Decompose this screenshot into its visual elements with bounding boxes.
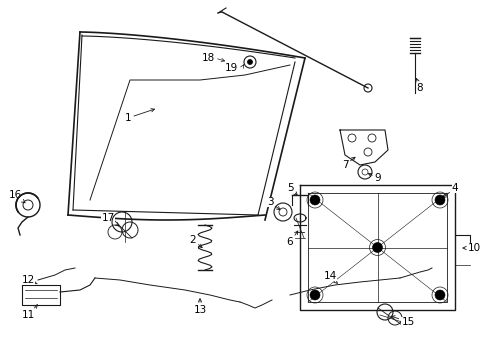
Text: 16: 16 [8,190,25,203]
Text: 6: 6 [287,231,298,247]
Text: 19: 19 [225,63,238,73]
Text: 2: 2 [190,235,202,248]
Text: 9: 9 [368,173,381,183]
Text: 8: 8 [416,78,423,93]
Polygon shape [340,130,388,165]
Text: 12: 12 [22,275,37,285]
Text: 1: 1 [124,109,154,123]
Circle shape [310,290,320,300]
Text: 17: 17 [101,213,119,226]
Circle shape [247,59,252,64]
Text: 14: 14 [323,271,338,283]
Text: 5: 5 [287,183,297,195]
Text: 7: 7 [342,157,355,170]
Text: 3: 3 [267,197,280,210]
Text: 11: 11 [22,305,37,320]
Circle shape [435,195,445,205]
Text: 10: 10 [463,243,481,253]
Circle shape [310,195,320,205]
Text: 15: 15 [392,316,415,327]
Circle shape [435,290,445,300]
Text: 13: 13 [194,299,207,315]
Text: 18: 18 [202,53,215,63]
Text: 4: 4 [443,183,458,198]
Circle shape [372,243,383,252]
